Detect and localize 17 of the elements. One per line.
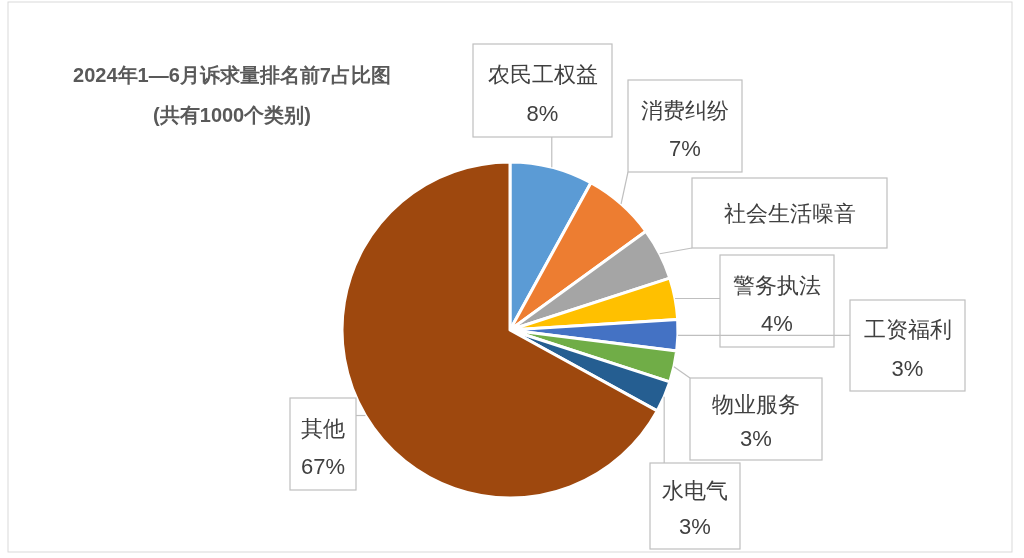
data-label: 8% [526, 101, 559, 127]
text: (共有1000个类别) [153, 104, 311, 126]
slice-label: 物业服务 [712, 391, 800, 417]
slice-label: 农民工权益 [487, 62, 598, 88]
data-label: 3% [679, 514, 711, 540]
data-label: 67% [300, 454, 346, 480]
data-label: 4% [761, 311, 793, 337]
slice-label: 水电气 [662, 478, 728, 504]
chart-title: 2024年1—6月诉求量排名前7占比图 [73, 64, 391, 86]
slice-label: 工资福利 [863, 317, 952, 343]
slice-label: 消费纠纷 [641, 97, 729, 123]
slice-label: 社会生活噪音 [723, 201, 856, 226]
data-label: 3% [740, 426, 772, 452]
data-label: 7% [669, 136, 701, 162]
slice-label: 警务执法 [733, 272, 821, 298]
slice-label: 其他 [301, 415, 345, 441]
data-label: 3% [891, 355, 924, 381]
